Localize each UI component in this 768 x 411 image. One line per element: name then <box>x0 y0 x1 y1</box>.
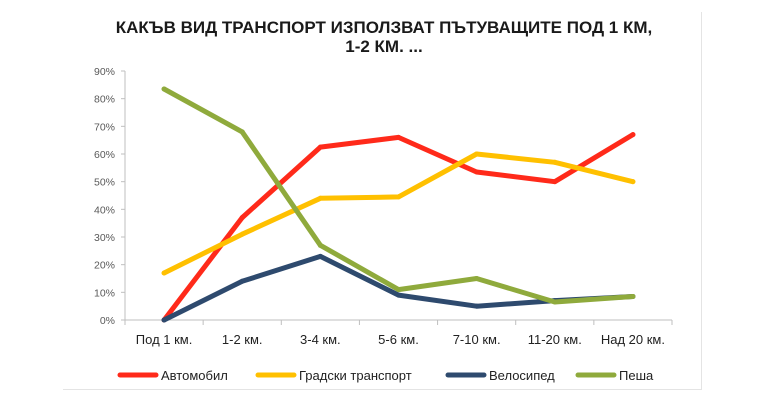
data-point <box>474 276 480 281</box>
y-tick-label: 80% <box>94 94 115 106</box>
y-tick-label: 90% <box>94 66 115 78</box>
legend: Автомобил Градски транспорт Велосипед Пеша <box>117 368 654 383</box>
data-point <box>630 293 636 299</box>
x-tick-label: 5-6 км. <box>378 332 419 347</box>
data-point <box>630 132 636 138</box>
data-point <box>161 86 167 92</box>
data-point <box>474 169 480 175</box>
data-point <box>630 179 636 185</box>
y-tick-label: 50% <box>94 177 115 189</box>
legend-label: Градски транспорт <box>299 368 412 383</box>
data-point <box>239 215 245 221</box>
y-tick-label: 60% <box>94 149 115 161</box>
series-line <box>161 151 636 276</box>
chart-panel <box>63 12 702 390</box>
legend-label: Автомобил <box>161 368 228 383</box>
data-point <box>161 317 167 323</box>
data-point <box>552 299 558 305</box>
data-point <box>474 303 480 309</box>
data-point <box>317 242 323 248</box>
y-tick-label: 0% <box>100 315 115 327</box>
y-tick-label: 20% <box>94 260 115 272</box>
data-point <box>474 151 480 157</box>
chart-title-line-1: КАКЪВ ВИД ТРАНСПОРТ ИЗПОЛЗВАТ ПЪТУВАЩИТЕ… <box>115 18 653 37</box>
x-tick-label: 7-10 км. <box>453 332 501 347</box>
x-axis-ticks: Под 1 км. 1-2 км. 3-4 км. 5-6 км. 7-10 км. 11… <box>124 320 673 347</box>
x-tick-label: 11-20 км. <box>528 332 582 347</box>
data-point <box>552 159 558 165</box>
data-point <box>317 195 323 201</box>
data-point <box>317 144 323 150</box>
legend-label: Пеша <box>619 368 654 383</box>
series-lines <box>161 86 636 323</box>
y-tick-label: 10% <box>94 287 115 299</box>
data-point <box>396 194 401 200</box>
data-point <box>317 253 323 259</box>
x-tick-label: 3-4 км. <box>300 332 341 347</box>
chart-title-line-2: 1-2 КМ. ... <box>345 37 423 56</box>
y-tick-label: 40% <box>94 204 115 216</box>
y-tick-label: 70% <box>94 121 115 133</box>
x-tick-label: 1-2 км. <box>222 332 263 347</box>
data-point <box>239 129 245 135</box>
legend-label: Велосипед <box>489 368 555 383</box>
x-tick-label: Над 20 км. <box>601 332 665 347</box>
axes <box>124 71 672 321</box>
x-tick-label: Под 1 км. <box>136 332 193 347</box>
data-point <box>239 278 245 284</box>
y-axis-ticks: 0% 10% 20% 30% 40% 50% 60% 70% 80% 90% <box>94 66 125 327</box>
data-point <box>552 179 558 185</box>
data-point <box>396 134 401 140</box>
data-point <box>239 231 245 237</box>
data-point <box>161 270 167 276</box>
data-point <box>396 287 401 293</box>
chart-title: КАКЪВ ВИД ТРАНСПОРТ ИЗПОЛЗВАТ ПЪТУВАЩИТЕ… <box>0 18 768 56</box>
y-tick-label: 30% <box>94 232 115 244</box>
data-point <box>396 292 401 298</box>
